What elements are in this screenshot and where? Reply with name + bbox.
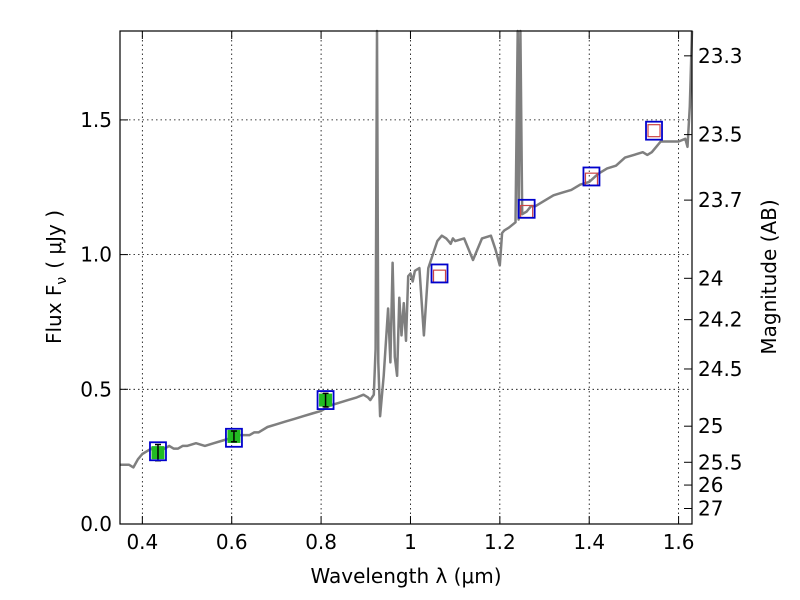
model-photometry-point: [225, 427, 243, 448]
spectrum-line: [120, 29, 694, 469]
model-spectrum-series: [120, 29, 694, 469]
y-axis-label-subscript: ν: [54, 277, 70, 285]
y2-axis-label: Magnitude (AB): [757, 199, 781, 354]
y2-tick-label: 27: [698, 496, 723, 520]
axis-ticks: [120, 31, 692, 525]
y2-tick-label: 26: [698, 473, 723, 497]
y-tick-label: 0.5: [80, 377, 112, 401]
x-tick-label: 0.8: [305, 530, 337, 554]
y2-tick-label: 23.7: [698, 188, 743, 212]
x-tick-label: 0.4: [126, 530, 158, 554]
y2-tick-label: 23.5: [698, 123, 743, 147]
x-tick-label: 1: [404, 530, 417, 554]
observed-limit-point: [647, 124, 661, 138]
model-photometry-point: [149, 441, 167, 462]
y-axis-label-main: Flux F: [42, 285, 66, 344]
y-tick-label: 1.0: [80, 243, 112, 267]
photometry-markers: [149, 120, 663, 462]
x-tick-label: 1.2: [484, 530, 516, 554]
model-photometry-point: [645, 120, 663, 141]
plot-frame: [119, 30, 693, 525]
model-photometry-point: [517, 198, 536, 219]
y-axis-label-group: Flux Fν ( μJy ): [42, 210, 70, 344]
y2-tick-label: 25.5: [698, 450, 743, 474]
x-tick-label: 1.4: [573, 530, 605, 554]
x-axis-label: Wavelength λ (μm): [310, 564, 501, 588]
y2-tick-label: 24.5: [698, 357, 743, 381]
y-tick-label: 0.0: [80, 512, 112, 536]
model-photometry-point: [582, 166, 601, 187]
model-photometry-point: [316, 390, 335, 410]
tick-labels: 0.4 0.6 0.8 1 1.2 1.4 1.6 0.0 0.5 1.0 1.5 23.3 23.5 2…: [80, 44, 742, 554]
x-tick-label: 1.6: [663, 530, 695, 554]
y2-tick-label: 23.3: [698, 44, 743, 68]
y2-tick-label: 24: [698, 266, 723, 290]
y2-tick-label: 25: [698, 414, 723, 438]
y2-tick-label: 24.2: [698, 308, 743, 332]
y-tick-label: 1.5: [80, 108, 112, 132]
x-tick-label: 0.6: [216, 530, 248, 554]
y-axis-label: Flux Fν ( μJy ): [42, 210, 70, 344]
y2-axis-label-group: Magnitude (AB): [757, 199, 781, 354]
y-axis-label-unit: ( μJy ): [42, 210, 66, 269]
model-photometry-point: [430, 263, 449, 284]
